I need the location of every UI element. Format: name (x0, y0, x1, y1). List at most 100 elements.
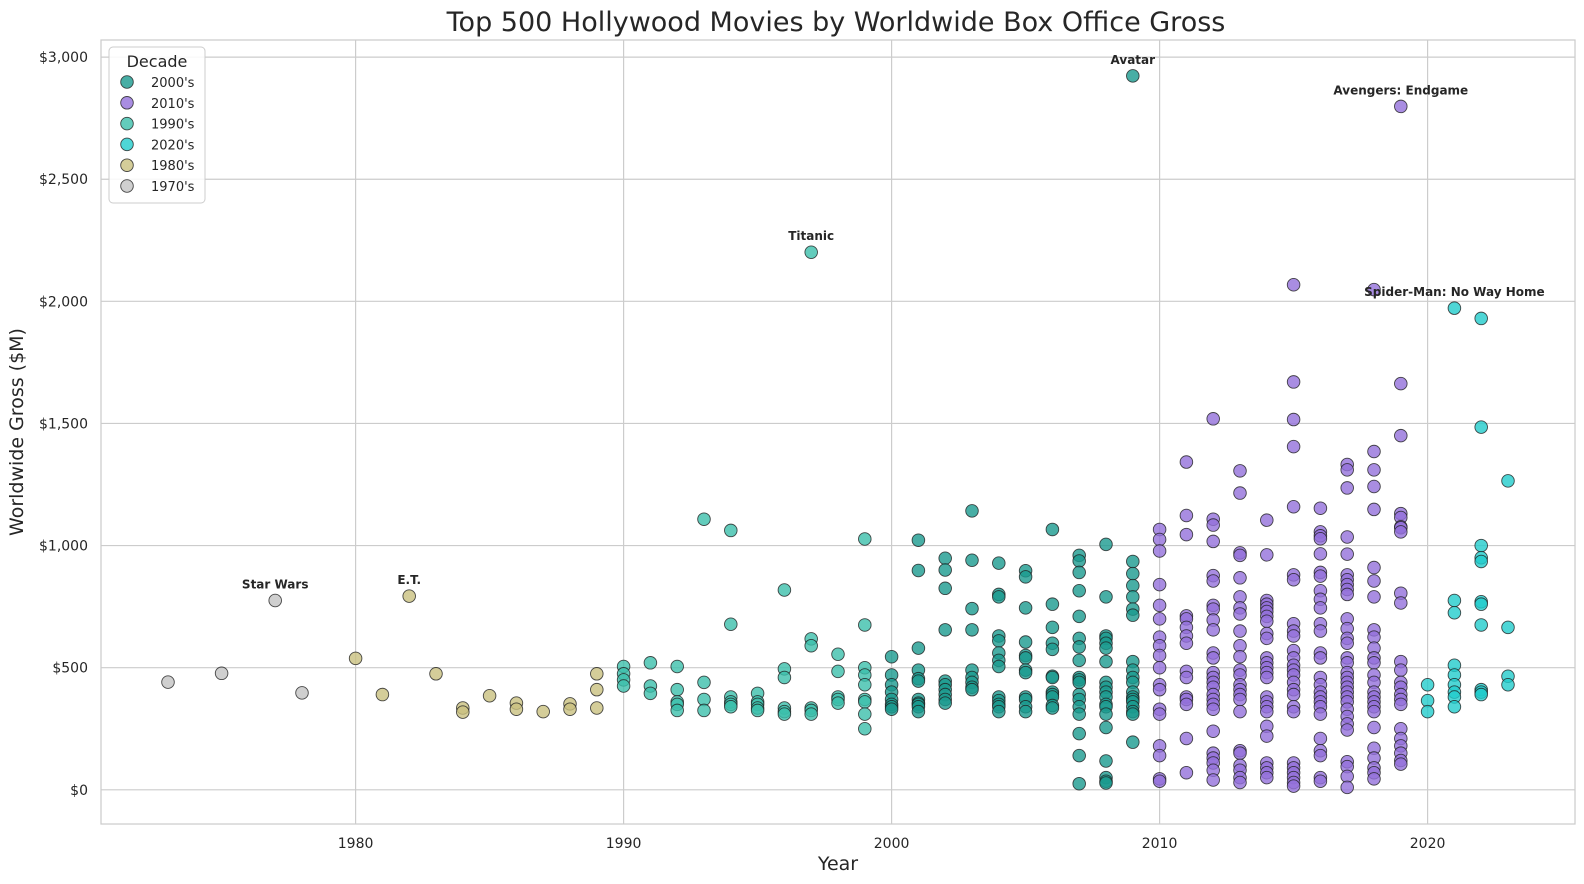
data-point (1260, 770, 1274, 785)
data-point (1367, 444, 1381, 459)
data-point (858, 532, 872, 546)
data-point (1501, 474, 1515, 488)
data-point (1394, 757, 1408, 771)
data-point (1206, 651, 1220, 665)
data-point (1474, 420, 1488, 434)
legend-entry: 2000's (151, 76, 195, 91)
annotation-label: Titanic (788, 229, 834, 243)
data-point (1018, 665, 1033, 680)
data-point (1367, 720, 1381, 735)
data-point (1474, 687, 1488, 702)
data-point (1340, 723, 1354, 737)
data-point (911, 674, 926, 688)
data-point (295, 686, 309, 700)
data-point (1018, 651, 1033, 665)
data-point (1260, 614, 1274, 629)
data-point (1045, 701, 1060, 715)
data-point (1233, 464, 1247, 478)
data-point (1474, 554, 1488, 569)
data-point (1340, 636, 1354, 651)
legend-marker (120, 96, 134, 110)
data-point (992, 704, 1006, 719)
data-point (965, 623, 979, 637)
x-tick-label: 1980 (338, 836, 374, 852)
data-point (1447, 301, 1462, 315)
annotation-label: Avengers: Endgame (1333, 83, 1468, 97)
data-point (1286, 277, 1301, 292)
data-point (1367, 479, 1381, 494)
data-point (1367, 502, 1381, 517)
data-point (1206, 724, 1220, 738)
annotation-label: Avatar (1111, 53, 1156, 67)
data-point (831, 664, 845, 679)
data-point (1179, 455, 1194, 469)
data-point (1099, 654, 1113, 669)
data-point (1474, 311, 1488, 326)
legend: Decade 2000's 2010's 1990's 2020's 1980's 197… (108, 46, 206, 204)
y-tick-label: $1,500 (39, 416, 88, 432)
data-point (161, 675, 175, 689)
data-point (1152, 544, 1167, 558)
data-point (590, 701, 604, 715)
data-point (670, 659, 684, 674)
data-point (643, 656, 658, 670)
data-point (590, 667, 604, 681)
data-point (1018, 570, 1033, 584)
legend-entry: 1970's (151, 180, 195, 195)
data-point (429, 667, 443, 681)
data-point (1179, 731, 1194, 746)
data-point (938, 696, 952, 710)
data-point (1099, 707, 1113, 721)
data-point (1394, 525, 1408, 539)
data-point (777, 670, 792, 685)
x-axis-label: Year (817, 853, 858, 875)
data-point (1233, 548, 1247, 563)
data-point (911, 641, 926, 655)
data-point (1286, 439, 1301, 454)
data-point (750, 703, 765, 718)
data-point (1152, 660, 1167, 675)
data-point (1072, 565, 1086, 580)
data-point (965, 504, 979, 518)
data-point (1474, 597, 1488, 611)
data-point (697, 675, 711, 690)
data-point (1286, 629, 1301, 643)
data-point (804, 638, 818, 653)
data-point (1179, 765, 1194, 780)
data-point (1286, 412, 1301, 427)
data-point (616, 679, 631, 693)
data-point (1501, 620, 1515, 635)
data-point (1233, 571, 1247, 585)
data-point (1126, 578, 1140, 593)
data-point (884, 702, 899, 716)
data-point (1394, 697, 1408, 712)
data-point (858, 721, 872, 736)
data-point (1045, 620, 1060, 635)
data-point (1286, 779, 1301, 793)
data-point (911, 704, 926, 719)
data-point (563, 702, 577, 716)
data-point (509, 702, 524, 716)
data-point (992, 556, 1006, 570)
x-tick-label: 2000 (874, 836, 910, 852)
data-point (1313, 531, 1328, 546)
y-tick-label: $3,000 (39, 50, 88, 66)
data-point (911, 563, 926, 578)
data-point (1313, 624, 1328, 638)
legend-marker (120, 75, 134, 89)
data-point (1260, 548, 1274, 562)
data-point (992, 634, 1006, 648)
legend-entry: 2010's (151, 97, 195, 112)
data-point (1126, 554, 1140, 569)
data-point (1233, 746, 1247, 760)
data-point (1152, 532, 1167, 547)
data-point (1072, 675, 1086, 690)
legend-marker (120, 116, 134, 131)
y-tick-label: $500 (52, 661, 88, 677)
data-point (1152, 774, 1167, 789)
data-point (1233, 486, 1247, 500)
data-point (858, 618, 872, 632)
data-point (1152, 577, 1167, 592)
legend-title: Decade (127, 52, 188, 71)
data-point (804, 707, 818, 721)
